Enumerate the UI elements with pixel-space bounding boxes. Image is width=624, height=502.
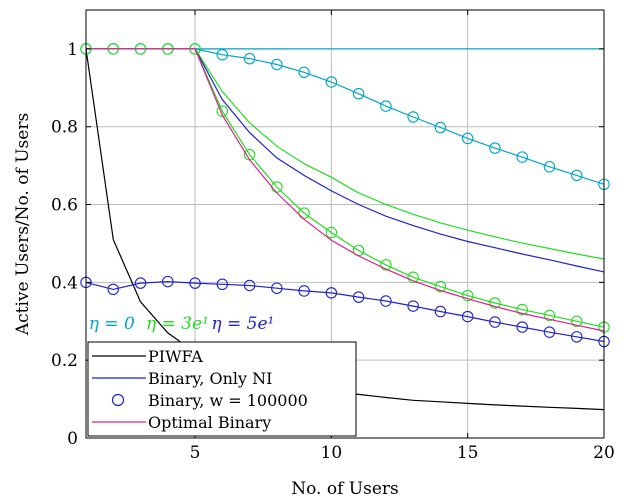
series-5-point — [407, 271, 419, 284]
annotation-2: η = 5e¹ — [211, 314, 274, 334]
series-6-point — [461, 310, 474, 323]
series-4-point — [407, 111, 419, 123]
plot-frame — [85, 9, 605, 439]
series-6-point — [325, 287, 338, 299]
series-line-6 — [85, 280, 605, 343]
series-6-point — [298, 285, 310, 297]
series-6-point — [380, 295, 392, 307]
series-6-point — [352, 291, 365, 303]
y-tick-label: 1 — [67, 40, 78, 60]
series-6-point — [434, 305, 447, 318]
x-tick-label: 5 — [190, 443, 201, 463]
series-5-point — [325, 226, 338, 239]
series-6-point — [570, 331, 583, 343]
series-5-point — [516, 303, 528, 316]
series-5-point — [216, 105, 229, 117]
series-6-point — [189, 277, 201, 289]
legend-marker-2 — [111, 393, 125, 407]
series-6-point — [243, 279, 256, 292]
legend: PIWFA Binary, Only NI Binary, w = 100000 Op… — [87, 341, 357, 437]
series-4-point — [298, 66, 310, 79]
y-tick-label: 0.8 — [51, 118, 78, 138]
y-tick-label: 0.2 — [51, 351, 78, 371]
annotation-1: η = 3e¹ — [146, 314, 209, 334]
series-6-point — [489, 316, 501, 328]
series-5-point — [461, 289, 474, 302]
series-5-point — [543, 309, 556, 322]
x-tick-label: 15 — [457, 443, 479, 463]
series-6-point — [516, 321, 528, 333]
series-5-point — [380, 259, 392, 271]
y-tick-label: 0.4 — [51, 273, 78, 293]
series-6-point — [543, 326, 556, 338]
series-4-point — [434, 121, 447, 134]
series-6-point — [107, 283, 120, 296]
series-4-point — [216, 48, 229, 61]
series-line-7 — [86, 48, 605, 332]
y-tick-label: 0 — [67, 429, 78, 449]
series-6-point — [134, 277, 147, 289]
series-4-point — [570, 169, 583, 182]
legend-label-1: Binary, Only NI — [148, 369, 272, 388]
legend-label-0: PIWFA — [148, 347, 203, 366]
series-4-point — [325, 76, 338, 88]
series-4-point — [271, 58, 283, 71]
series-4-point — [543, 161, 556, 173]
series-4-point — [516, 151, 528, 163]
legend-label-2: Binary, w = 100000 — [148, 391, 308, 410]
x-tick-label: 20 — [593, 443, 615, 463]
series-5-point — [298, 207, 310, 219]
annotations: η = 0 η = 3e¹ η = 5e¹ — [89, 314, 275, 334]
series-4-point — [489, 142, 501, 154]
y-tick-label: 0.6 — [51, 196, 78, 216]
x-axis-label: No. of Users — [291, 479, 399, 499]
series-6-point — [407, 300, 419, 312]
series-4-point — [380, 100, 392, 112]
annotation-0: η = 0 — [89, 314, 135, 334]
series-5-point — [489, 297, 501, 309]
series-4-point — [243, 52, 256, 65]
series-6-point — [162, 275, 174, 288]
x-tick-label: 10 — [321, 443, 343, 463]
series-6-point — [216, 278, 229, 291]
series-6-point — [271, 282, 283, 294]
legend-label-3: Optimal Binary — [148, 413, 271, 432]
series-5-point — [434, 280, 447, 293]
series-4-point — [352, 87, 365, 100]
series-4-point — [461, 132, 474, 145]
axis-ticks: 5 10 15 20 0 0.2 0.4 0.6 0.8 1 — [51, 10, 615, 463]
series-5-point — [570, 315, 583, 328]
legend-box — [87, 341, 357, 437]
y-axis-label: Active Users/No. of Users — [13, 113, 33, 336]
